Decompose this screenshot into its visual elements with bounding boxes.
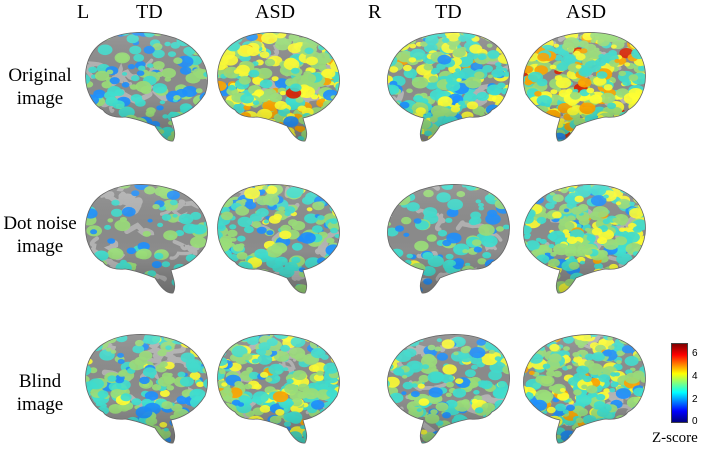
brain-surface-r-td <box>387 184 510 294</box>
brain-surface-r-asd <box>523 184 646 294</box>
colorbar-tick: 0 <box>692 416 698 427</box>
row-label-line: Dot noise <box>3 213 77 234</box>
colorbar-tick: 2 <box>692 394 698 405</box>
brain-surface-r-td <box>387 32 510 142</box>
colorbar-tick: 4 <box>692 371 698 382</box>
row-label-blind: Blind image <box>0 370 80 416</box>
brain-surface-r-asd <box>523 32 646 142</box>
left-hemisphere-label: L <box>77 1 90 23</box>
colorbar-label: Z-score <box>652 430 698 446</box>
right-asd-header: ASD <box>566 1 607 23</box>
left-td-header: TD <box>136 1 163 23</box>
colorbar-tick: 6 <box>692 348 698 359</box>
brain-surface-l-asd <box>217 184 340 294</box>
right-td-header: TD <box>435 1 462 23</box>
brain-surface-l-td <box>85 334 208 444</box>
row-label-line: Blind <box>18 371 62 392</box>
row-label-original: Original image <box>0 64 80 110</box>
row-label-dot-noise: Dot noise image <box>0 212 80 258</box>
brain-surface-l-td <box>85 184 208 294</box>
left-asd-header: ASD <box>255 1 296 23</box>
brain-surface-l-asd <box>217 32 340 142</box>
brain-surface-r-asd <box>523 334 646 444</box>
colorbar <box>671 343 688 423</box>
right-hemisphere-label: R <box>368 1 382 23</box>
brain-surface-l-asd <box>217 334 340 444</box>
row-label-line: image <box>16 394 64 415</box>
brain-surface-r-td <box>387 334 510 444</box>
brain-surface-l-td <box>85 32 208 142</box>
row-label-line: image <box>16 236 64 257</box>
row-label-line: image <box>16 88 64 109</box>
row-label-line: Original <box>8 65 72 86</box>
